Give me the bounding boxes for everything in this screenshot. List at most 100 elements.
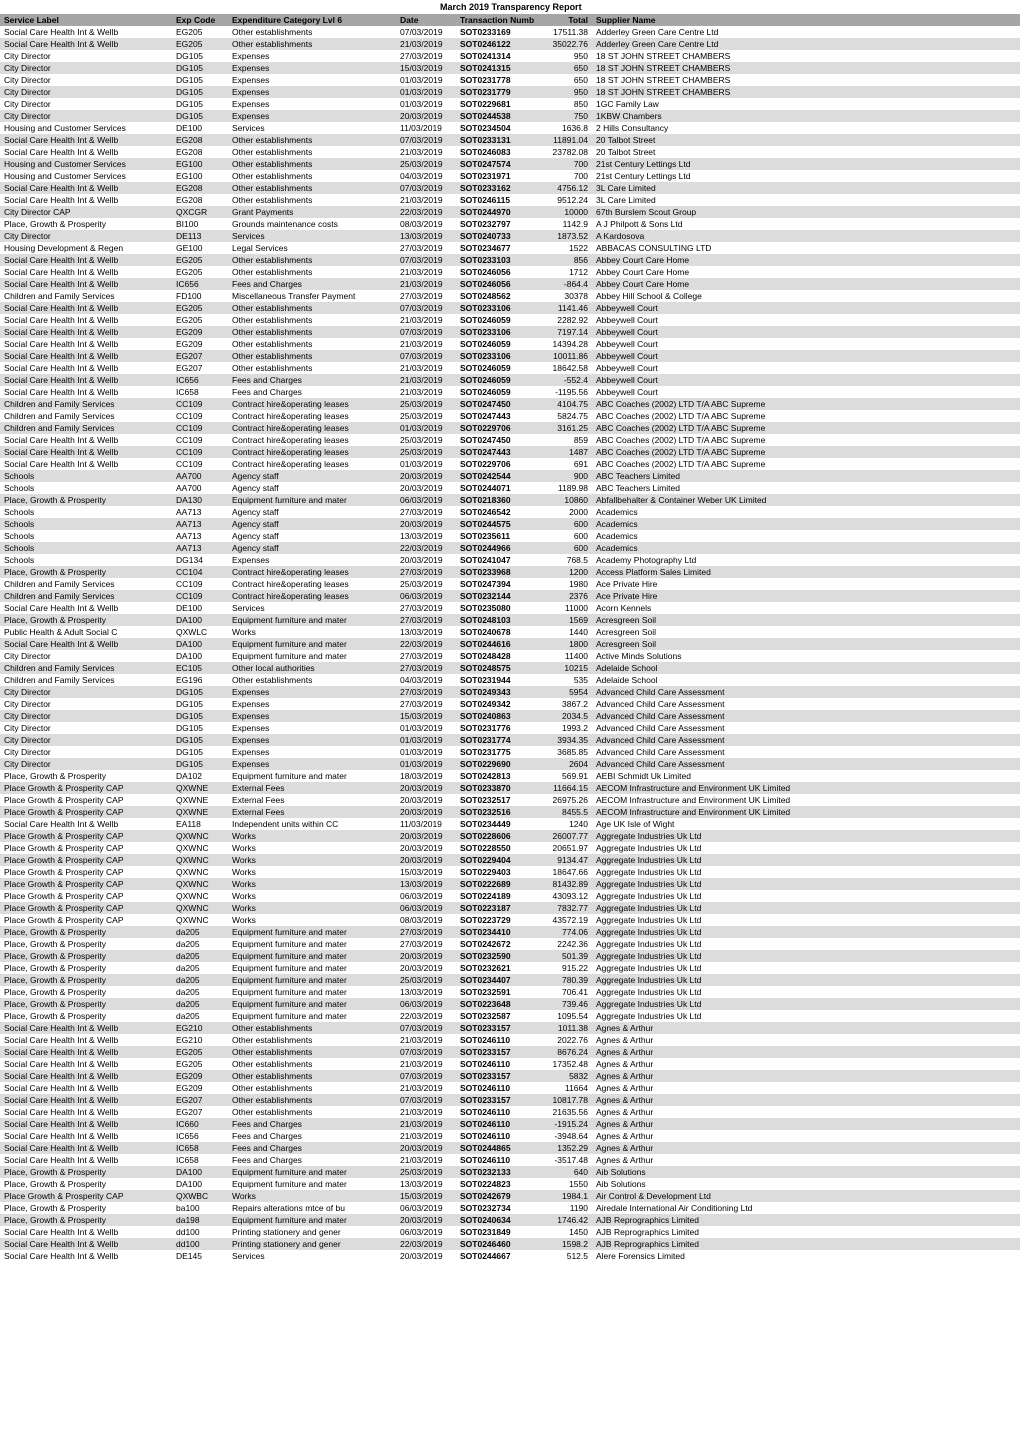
table-cell: SOT0240634 [456, 1214, 534, 1226]
table-cell: Advanced Child Care Assessment [592, 734, 1020, 746]
table-cell: Aib Solutions [592, 1166, 1020, 1178]
table-cell: Age UK Isle of Wight [592, 818, 1020, 830]
table-cell: SOT0229706 [456, 422, 534, 434]
table-cell: Adelaide School [592, 674, 1020, 686]
table-cell: AA713 [172, 518, 228, 530]
table-cell: EG207 [172, 1106, 228, 1118]
table-cell: QXWNC [172, 890, 228, 902]
table-cell: SOT0233103 [456, 254, 534, 266]
table-cell: Place Growth & Prosperity CAP [0, 794, 172, 806]
table-cell: Social Care Health Int & Wellb [0, 1034, 172, 1046]
table-cell: QXWNE [172, 794, 228, 806]
table-cell: Social Care Health Int & Wellb [0, 38, 172, 50]
table-cell: Aggregate Industries Uk Ltd [592, 926, 1020, 938]
table-cell: Equipment furniture and mater [228, 638, 396, 650]
table-cell: 20651.97 [534, 842, 592, 854]
table-cell: SOT0246115 [456, 194, 534, 206]
table-cell: SOT0229706 [456, 458, 534, 470]
table-cell: DA102 [172, 770, 228, 782]
table-cell: da205 [172, 950, 228, 962]
table-cell: 20 Talbot Street [592, 146, 1020, 158]
table-cell: 27/03/2019 [396, 566, 456, 578]
table-cell: 11664.15 [534, 782, 592, 794]
table-cell: EG209 [172, 1082, 228, 1094]
table-cell: SOT0232133 [456, 1166, 534, 1178]
table-cell: SOT0223187 [456, 902, 534, 914]
table-cell: 850 [534, 98, 592, 110]
table-cell: Aggregate Industries Uk Ltd [592, 866, 1020, 878]
table-cell: 13/03/2019 [396, 878, 456, 890]
table-cell: SOT0231944 [456, 674, 534, 686]
table-row: Place, Growth & ProsperityBI100Grounds m… [0, 218, 1020, 230]
table-cell: Agency staff [228, 518, 396, 530]
table-row: Social Care Health Int & WellbIC656Fees … [0, 374, 1020, 386]
table-cell: SOT0224823 [456, 1178, 534, 1190]
table-row: Housing and Customer ServicesDE100Servic… [0, 122, 1020, 134]
table-row: Social Care Health Int & WellbEG208Other… [0, 194, 1020, 206]
table-row: Social Care Health Int & Wellbdd100Print… [0, 1226, 1020, 1238]
table-cell: 20/03/2019 [396, 1214, 456, 1226]
table-cell: 1569 [534, 614, 592, 626]
table-cell: Social Care Health Int & Wellb [0, 26, 172, 38]
table-cell: Other establishments [228, 1082, 396, 1094]
table-cell: Contract hire&operating leases [228, 590, 396, 602]
table-row: Social Care Health Int & WellbEG208Other… [0, 182, 1020, 194]
table-cell: Advanced Child Care Assessment [592, 698, 1020, 710]
table-cell: Place Growth & Prosperity CAP [0, 866, 172, 878]
table-row: Social Care Health Int & WellbEG209Other… [0, 326, 1020, 338]
table-row: Social Care Health Int & WellbEG205Other… [0, 302, 1020, 314]
table-cell: External Fees [228, 794, 396, 806]
table-cell: CC104 [172, 566, 228, 578]
table-cell: DG105 [172, 686, 228, 698]
table-cell: EG205 [172, 254, 228, 266]
table-cell: 1712 [534, 266, 592, 278]
table-cell: DG105 [172, 98, 228, 110]
table-cell: Works [228, 914, 396, 926]
table-cell: 5832 [534, 1070, 592, 1082]
table-cell: Children and Family Services [0, 674, 172, 686]
table-cell: EG207 [172, 1094, 228, 1106]
table-cell: Social Care Health Int & Wellb [0, 1250, 172, 1262]
table-cell: 11/03/2019 [396, 122, 456, 134]
table-row: Social Care Health Int & WellbEG208Other… [0, 146, 1020, 158]
table-cell: Equipment furniture and mater [228, 998, 396, 1010]
table-cell: 700 [534, 170, 592, 182]
table-cell: 1984.1 [534, 1190, 592, 1202]
table-cell: SOT0246059 [456, 362, 534, 374]
table-row: Social Care Health Int & WellbIC658Fees … [0, 386, 1020, 398]
table-row: Place Growth & Prosperity CAPQXWNEExtern… [0, 794, 1020, 806]
table-cell: Fees and Charges [228, 1118, 396, 1130]
table-cell: 5954 [534, 686, 592, 698]
table-cell: 1873.52 [534, 230, 592, 242]
table-cell: 859 [534, 434, 592, 446]
table-cell: Airedale International Air Conditioning … [592, 1202, 1020, 1214]
table-cell: CC109 [172, 410, 228, 422]
table-cell: SOT0233157 [456, 1022, 534, 1034]
table-cell: A J Philpott & Sons Ltd [592, 218, 1020, 230]
table-cell: SOT0249343 [456, 686, 534, 698]
table-cell: 27/03/2019 [396, 602, 456, 614]
table-cell: 25/03/2019 [396, 446, 456, 458]
table-cell: 01/03/2019 [396, 98, 456, 110]
table-row: Social Care Health Int & WellbEG207Other… [0, 362, 1020, 374]
table-cell: Adelaide School [592, 662, 1020, 674]
table-cell: Other establishments [228, 350, 396, 362]
table-cell: 21/03/2019 [396, 1106, 456, 1118]
table-cell: DG105 [172, 74, 228, 86]
table-cell: SOT0233157 [456, 1070, 534, 1082]
table-cell: 2604 [534, 758, 592, 770]
table-cell: City Director [0, 74, 172, 86]
table-cell: 18647.66 [534, 866, 592, 878]
table-cell: AJB Reprographics Limited [592, 1238, 1020, 1250]
table-cell: CC109 [172, 578, 228, 590]
table-cell: 512.5 [534, 1250, 592, 1262]
table-cell: EG207 [172, 362, 228, 374]
table-cell: EG208 [172, 194, 228, 206]
table-cell: SOT0231776 [456, 722, 534, 734]
table-cell: Expenses [228, 74, 396, 86]
table-cell: SOT0228606 [456, 830, 534, 842]
table-cell: SOT0246056 [456, 266, 534, 278]
table-cell: Social Care Health Int & Wellb [0, 374, 172, 386]
table-cell: Abbey Court Care Home [592, 266, 1020, 278]
table-cell: 1746.42 [534, 1214, 592, 1226]
